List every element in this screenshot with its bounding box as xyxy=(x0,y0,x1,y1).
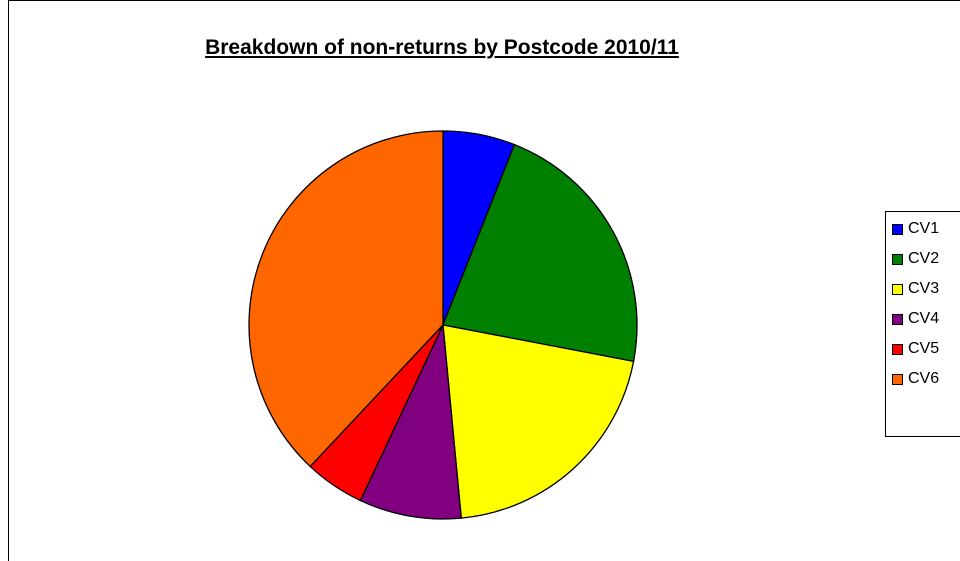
legend-label: CV2 xyxy=(908,250,940,267)
chart-frame xyxy=(8,0,960,561)
legend-label: CV6 xyxy=(908,370,940,387)
legend-label: CV5 xyxy=(908,340,940,357)
legend-swatch xyxy=(892,313,903,325)
pie-slice-cv3 xyxy=(442,324,635,519)
legend-item-cv4: CV4 xyxy=(892,309,939,329)
legend-swatch xyxy=(892,373,903,385)
pie-slice-cv2 xyxy=(442,143,638,363)
legend: CV1 CV2 CV3 CV4 CV5 CV6 xyxy=(885,211,960,437)
legend-swatch xyxy=(892,283,903,295)
legend-label: CV3 xyxy=(908,280,940,297)
legend-item-cv3: CV3 xyxy=(892,279,939,299)
legend-label: CV1 xyxy=(908,220,940,237)
legend-swatch xyxy=(892,253,903,265)
legend-swatch xyxy=(892,223,903,235)
pie-slice-cv4 xyxy=(359,322,462,520)
pie-slice-cv6 xyxy=(248,130,444,468)
legend-item-cv6: CV6 xyxy=(892,369,939,389)
legend-item-cv2: CV2 xyxy=(892,249,939,269)
legend-item-cv5: CV5 xyxy=(892,339,939,359)
legend-item-cv1: CV1 xyxy=(892,219,939,239)
legend-label: CV4 xyxy=(908,310,940,327)
chart-title: Breakdown of non-returns by Postcode 201… xyxy=(205,36,679,59)
legend-swatch xyxy=(892,343,903,355)
